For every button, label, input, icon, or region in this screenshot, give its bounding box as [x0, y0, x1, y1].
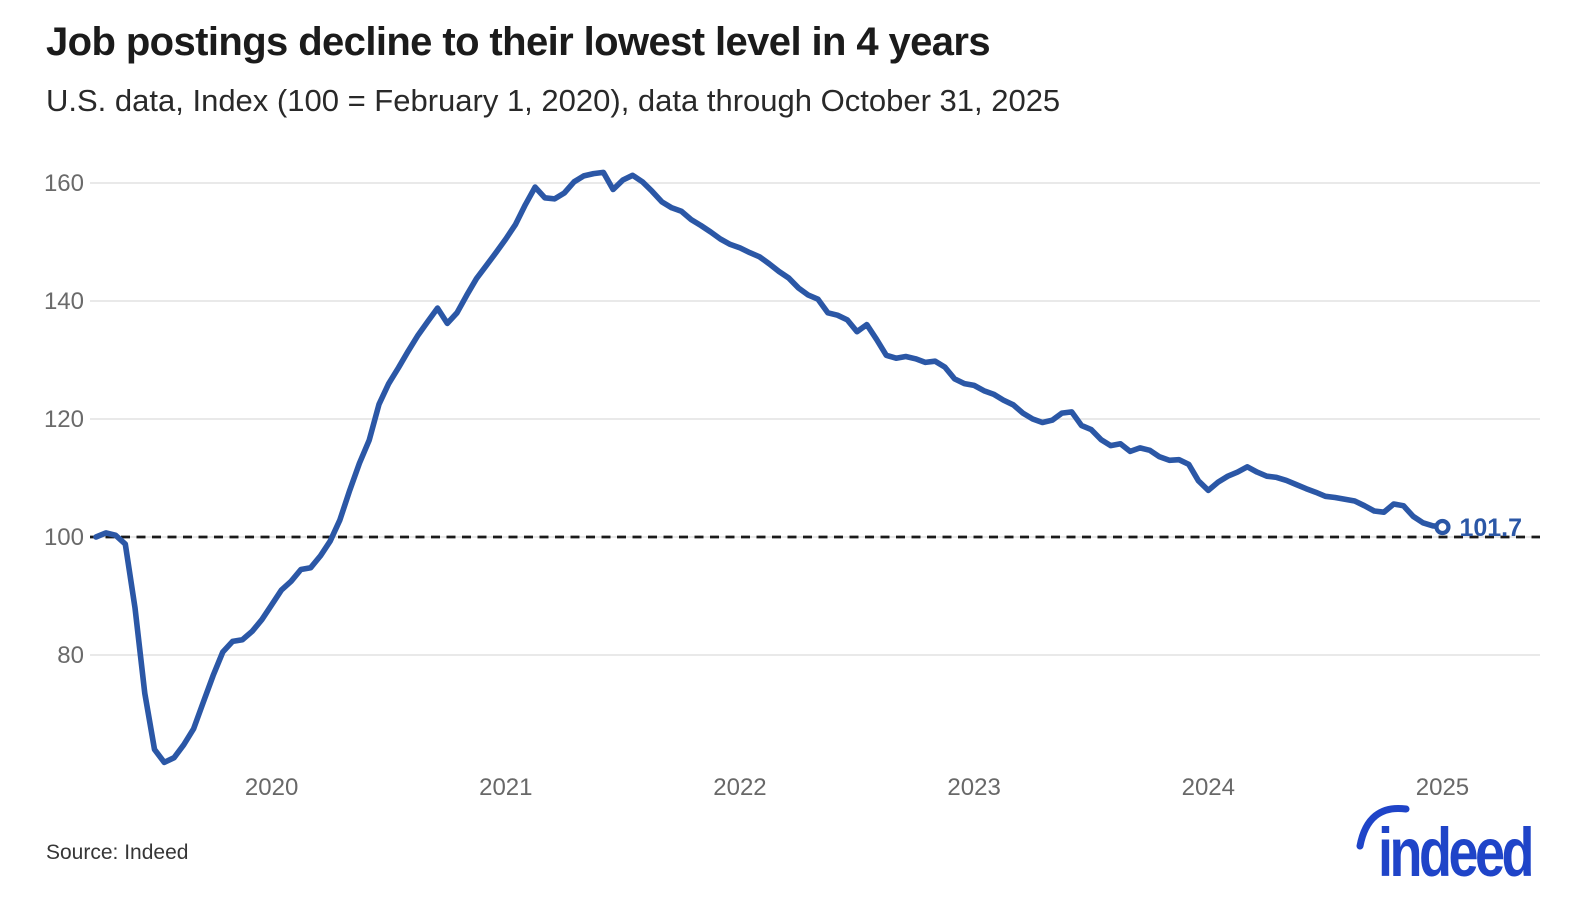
x-tick-label: 2023 — [947, 774, 1000, 801]
source-note: Source: Indeed — [46, 841, 189, 864]
logo-swoosh-icon — [1356, 804, 1410, 850]
x-tick-label: 2021 — [479, 774, 532, 801]
logo-wordmark: indeed — [1378, 815, 1531, 890]
y-tick-label: 80 — [57, 642, 84, 669]
chart-subtitle: U.S. data, Index (100 = February 1, 2020… — [46, 83, 1061, 118]
indeed-logo: indeed — [1348, 794, 1558, 892]
chart-title: Job postings decline to their lowest lev… — [46, 20, 991, 64]
job-postings-line — [93, 169, 1446, 766]
y-tick-label: 160 — [44, 170, 84, 197]
y-tick-label: 140 — [44, 288, 84, 315]
y-tick-label: 100 — [44, 524, 84, 551]
end-marker — [1434, 518, 1451, 536]
end-value-label: 101.7 — [1459, 514, 1522, 542]
x-tick-label: 2025 — [1416, 774, 1469, 801]
y-tick-label: 120 — [44, 406, 84, 433]
x-tick-label: 2024 — [1182, 774, 1235, 801]
x-tick-label: 2020 — [245, 774, 298, 801]
x-tick-label: 2022 — [713, 774, 766, 801]
